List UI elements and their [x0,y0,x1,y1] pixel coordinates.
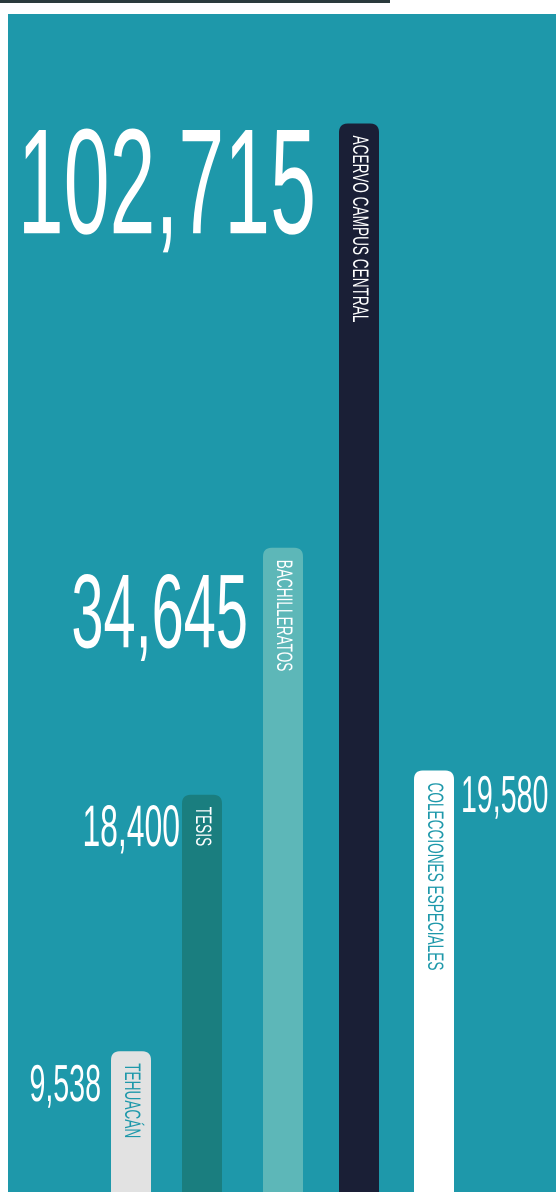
value-label: 18,400 [82,794,180,858]
value-label: 34,645 [71,552,248,670]
bar-label: TEHUACÁN [120,1063,145,1138]
value-label: 9,538 [29,1054,101,1112]
bar-label: BACHILLERATOS [272,560,297,672]
bar-label: ACERVO CAMPUS CENTRAL [348,136,373,323]
bar-label: COLECCIONES ESPECIALES [423,782,448,970]
value-label: 19,580 [461,765,548,823]
infographic: TEHUACÁN 9,538 TESIS 18,400 BACHILLERATOS 34,… [0,0,556,1192]
bar-label: TESIS [191,807,216,846]
bar [182,795,222,1192]
value-label: 102,715 [18,97,316,266]
image-edge [0,0,390,3]
